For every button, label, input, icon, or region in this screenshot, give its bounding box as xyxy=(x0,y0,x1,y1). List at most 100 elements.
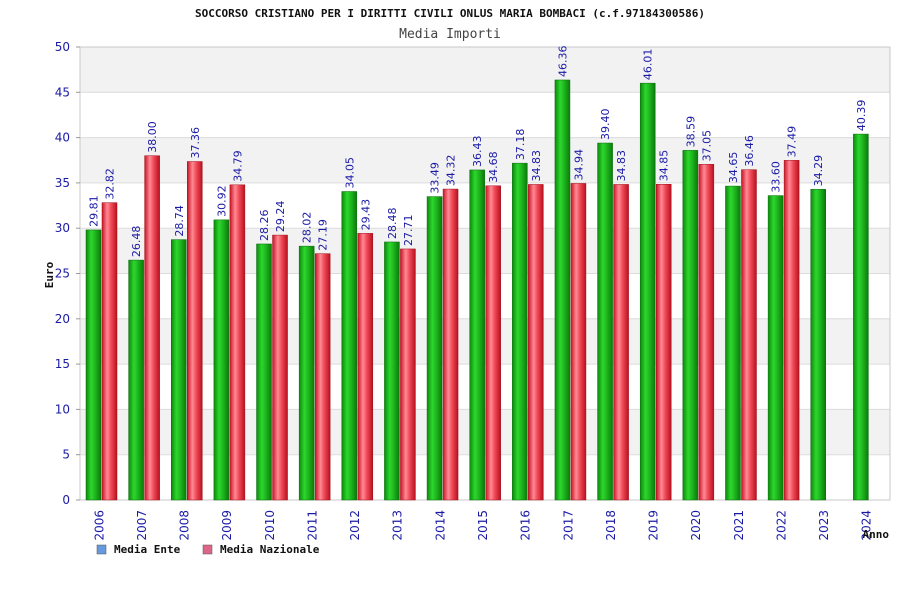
x-tick-label: 2020 xyxy=(689,510,703,541)
bar-media-nazionale-2010 xyxy=(272,234,288,501)
bar-media-ente-2024 xyxy=(853,133,869,501)
y-tick-label: 35 xyxy=(55,176,70,190)
data-label: 46.36 xyxy=(556,45,569,77)
data-label: 29.81 xyxy=(88,195,101,227)
legend-label-media-ente: Media Ente xyxy=(114,543,181,556)
data-label: 34.83 xyxy=(615,150,628,182)
bar-media-nazionale-2016 xyxy=(528,184,544,501)
data-label: 38.00 xyxy=(146,121,159,153)
bar-media-ente-2016 xyxy=(512,162,528,501)
x-tick-label: 2023 xyxy=(817,510,831,541)
y-tick-label: 10 xyxy=(55,402,70,416)
bar-media-nazionale-2020 xyxy=(698,164,715,501)
bar-media-ente-2021 xyxy=(725,185,741,501)
x-tick-label: 2011 xyxy=(305,510,319,541)
data-label: 33.49 xyxy=(429,162,442,194)
bar-media-ente-2022 xyxy=(767,195,784,501)
bar-media-nazionale-2013 xyxy=(400,248,416,501)
bar-media-ente-2014 xyxy=(426,196,443,501)
legend-swatch-media-nazionale xyxy=(202,544,213,555)
bar-media-ente-2023 xyxy=(810,189,826,501)
data-label: 27.71 xyxy=(402,214,415,246)
data-label: 29.24 xyxy=(274,201,287,233)
data-label: 26.48 xyxy=(130,226,143,258)
data-label: 39.40 xyxy=(599,109,612,141)
x-tick-label: 2015 xyxy=(476,510,490,541)
x-tick-label: 2021 xyxy=(732,510,746,541)
legend: Media Ente Media Nazionale xyxy=(96,543,320,556)
y-tick-label: 20 xyxy=(55,312,70,326)
data-label: 33.60 xyxy=(770,161,783,193)
data-label: 37.36 xyxy=(189,127,202,159)
bar-media-ente-2019 xyxy=(639,82,656,501)
bar-media-ente-2011 xyxy=(298,245,315,501)
x-tick-label: 2019 xyxy=(647,510,661,541)
bar-media-nazionale-2018 xyxy=(613,184,629,501)
bar-media-ente-2013 xyxy=(384,241,400,501)
x-tick-label: 2008 xyxy=(178,510,192,541)
data-label: 34.79 xyxy=(231,150,244,181)
data-label: 32.82 xyxy=(104,168,117,200)
legend-swatch-media-ente xyxy=(96,544,107,555)
data-label: 34.65 xyxy=(727,152,740,184)
x-tick-label: 2009 xyxy=(220,510,234,541)
data-label: 36.46 xyxy=(743,135,756,167)
y-tick-label: 25 xyxy=(55,267,70,281)
bar-media-ente-2010 xyxy=(256,243,272,501)
x-tick-label: 2006 xyxy=(92,510,106,541)
x-axis-label: Anno xyxy=(863,528,890,541)
x-tick-label: 2010 xyxy=(263,510,277,541)
bar-media-nazionale-2019 xyxy=(655,184,672,501)
bar-media-nazionale-2021 xyxy=(741,169,757,501)
y-tick-label: 15 xyxy=(55,357,70,371)
bar-media-ente-2020 xyxy=(682,150,699,501)
bar-media-ente-2009 xyxy=(213,219,230,501)
x-tick-label: 2007 xyxy=(135,510,149,541)
legend-label-media-nazionale: Media Nazionale xyxy=(220,543,320,556)
data-label: 34.94 xyxy=(572,149,585,181)
bar-media-nazionale-2011 xyxy=(314,253,331,501)
chart-subtitle: Media Importi xyxy=(399,27,501,42)
data-label: 28.74 xyxy=(173,205,186,237)
bar-media-ente-2017 xyxy=(554,79,571,501)
data-label: 34.85 xyxy=(658,150,671,182)
chart-title: SOCCORSO CRISTIANO PER I DIRITTI CIVILI … xyxy=(195,7,705,20)
data-label: 46.01 xyxy=(642,49,655,81)
bar-media-nazionale-2017 xyxy=(570,183,587,501)
data-label: 38.59 xyxy=(684,116,697,148)
bar-media-nazionale-2022 xyxy=(783,160,800,501)
data-label: 28.26 xyxy=(258,209,271,241)
x-tick-label: 2022 xyxy=(774,510,788,541)
bar-media-nazionale-2012 xyxy=(357,233,374,501)
x-tick-label: 2017 xyxy=(561,510,575,541)
data-label: 30.92 xyxy=(215,185,228,216)
bar-media-ente-2012 xyxy=(341,191,358,501)
bar-media-nazionale-2014 xyxy=(442,188,459,501)
bar-media-nazionale-2008 xyxy=(187,161,203,501)
data-label: 34.32 xyxy=(445,155,458,187)
x-tick-label: 2024 xyxy=(860,510,874,541)
y-axis-ticks: 0 5 10 15 20 25 30 35 40 45 50 xyxy=(55,40,80,507)
x-tick-label: 2016 xyxy=(519,510,533,541)
data-label: 28.48 xyxy=(386,207,399,239)
data-label: 36.43 xyxy=(471,135,484,167)
data-label: 27.19 xyxy=(317,219,330,251)
data-label: 28.02 xyxy=(301,212,314,244)
data-label: 34.68 xyxy=(487,151,500,183)
x-tick-label: 2012 xyxy=(348,510,362,541)
data-label: 34.05 xyxy=(343,157,356,189)
y-tick-label: 5 xyxy=(62,448,70,462)
data-label: 37.05 xyxy=(700,130,713,162)
x-tick-label: 2014 xyxy=(433,510,447,541)
grid-band xyxy=(80,47,890,93)
data-label: 37.18 xyxy=(514,129,527,161)
bar-media-nazionale-2015 xyxy=(485,185,501,501)
y-tick-label: 0 xyxy=(62,493,70,507)
y-tick-label: 40 xyxy=(55,131,70,145)
bar-media-ente-2018 xyxy=(597,142,613,501)
data-label: 40.39 xyxy=(855,100,868,132)
x-axis-ticks: 2006 2007 2008 2009 2010 2011 2012 2013 2014 2015… xyxy=(92,510,873,541)
grid-band xyxy=(80,92,890,138)
